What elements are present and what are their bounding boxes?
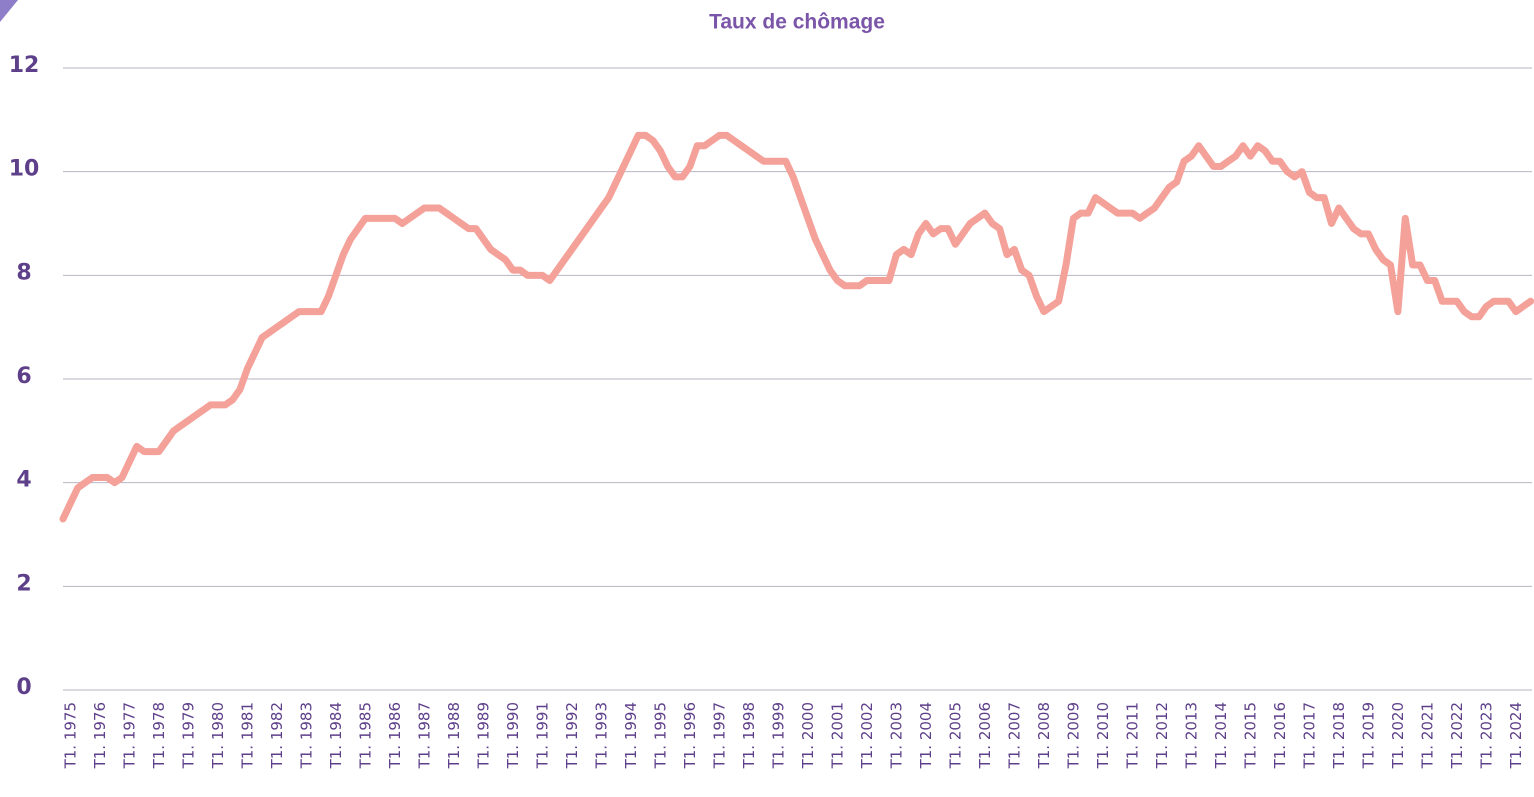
x-tick-label: T1. 1990 [504, 702, 522, 769]
x-tick-label: T1. 2014 [1212, 702, 1230, 769]
x-tick-label: T1. 1997 [711, 702, 729, 769]
x-tick-label: T1. 2011 [1124, 702, 1142, 769]
x-tick-label: T1. 2005 [947, 702, 965, 769]
x-tick-label: T1. 2013 [1183, 702, 1201, 769]
x-tick-label: T1. 1985 [357, 702, 375, 769]
x-tick-label: T1. 2009 [1065, 702, 1083, 769]
x-tick-label: T1. 2003 [888, 702, 906, 769]
chart-title: Taux de chômage [709, 11, 885, 34]
x-tick-label: T1. 1987 [416, 702, 434, 769]
x-tick-label: T1. 1980 [209, 702, 227, 769]
y-tick-label: 8 [16, 260, 31, 285]
x-tick-label: T1. 2006 [976, 702, 994, 769]
x-tick-label: T1. 1998 [740, 702, 758, 769]
x-tick-label: T1. 2016 [1271, 702, 1289, 769]
x-tick-label: T1. 1979 [180, 702, 198, 769]
x-tick-label: T1. 1986 [386, 702, 404, 769]
x-tick-label: T1. 2007 [1006, 702, 1024, 769]
x-tick-label: T1. 1989 [475, 702, 493, 769]
x-tick-label: T1. 2004 [917, 702, 935, 769]
x-tick-label: T1. 2008 [1035, 702, 1053, 769]
x-tick-label: T1. 1975 [62, 702, 80, 769]
y-tick-label: 0 [16, 675, 31, 700]
x-tick-label: T1. 2015 [1242, 702, 1260, 769]
x-tick-label: T1. 2012 [1153, 702, 1171, 769]
x-tick-label: T1. 2020 [1389, 702, 1407, 769]
x-tick-label: T1. 1999 [770, 702, 788, 769]
x-tick-label: T1. 2002 [858, 702, 876, 769]
x-tick-label: T1. 1993 [593, 702, 611, 769]
x-tick-label: T1. 1976 [91, 702, 109, 769]
y-tick-label: 2 [16, 571, 31, 596]
x-tick-label: T1. 1978 [150, 702, 168, 769]
y-tick-label: 6 [16, 364, 31, 389]
y-tick-label: 10 [9, 157, 40, 182]
x-tick-label: T1. 1992 [563, 702, 581, 769]
corner-decoration [0, 0, 18, 22]
y-tick-label: 4 [16, 468, 31, 493]
x-tick-label: T1. 1995 [652, 702, 670, 769]
x-tick-label: T1. 1977 [121, 702, 139, 769]
x-tick-label: T1. 2001 [829, 702, 847, 769]
x-tick-label: T1. 1981 [239, 702, 257, 769]
x-tick-label: T1. 2022 [1448, 702, 1466, 769]
x-tick-label: T1. 1991 [534, 702, 552, 769]
x-tick-label: T1. 1994 [622, 702, 640, 769]
x-tick-label: T1. 1982 [268, 702, 286, 769]
x-tick-label: T1. 2010 [1094, 702, 1112, 769]
x-tick-label: T1. 2017 [1301, 702, 1319, 769]
x-tick-label: T1. 2023 [1478, 702, 1496, 769]
y-tick-label: 12 [9, 53, 40, 78]
x-tick-label: T1. 2000 [799, 702, 817, 769]
line [59, 131, 1534, 523]
x-tick-label: T1. 2021 [1419, 702, 1437, 769]
x-tick-label: T1. 1983 [298, 702, 316, 769]
x-tick-label: T1. 2018 [1330, 702, 1348, 769]
x-tick-label: T1. 1988 [445, 702, 463, 769]
x-tick-label: T1. 2019 [1360, 702, 1378, 769]
x-tick-label: T1. 2024 [1507, 702, 1525, 769]
x-tick-label: T1. 1984 [327, 702, 345, 769]
x-tick-label: T1. 1996 [681, 702, 699, 769]
